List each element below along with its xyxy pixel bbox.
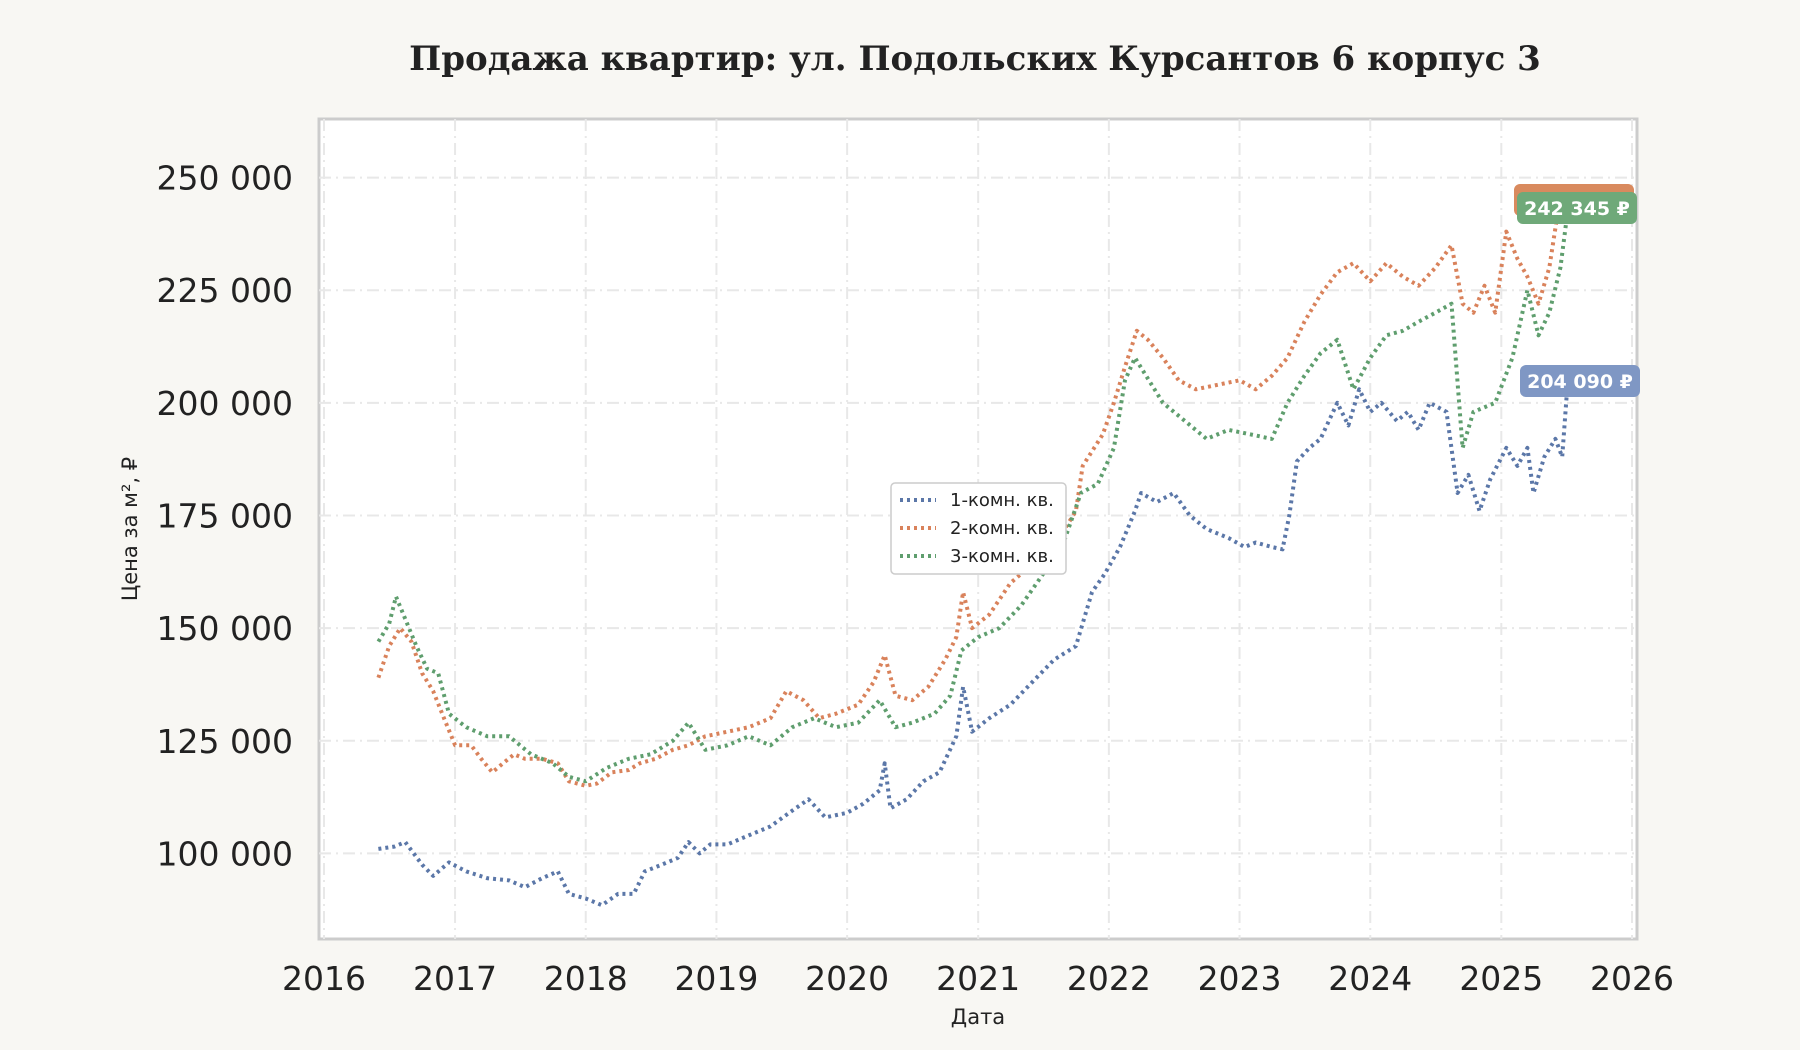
end-label-value: 242 345 ₽	[1524, 198, 1630, 220]
series-line-2br	[376, 193, 1569, 788]
legend-label: 3-комн. кв.	[950, 546, 1054, 567]
x-axis-label: Дата	[951, 1005, 1005, 1029]
y-tick-label: 150 000	[157, 609, 293, 648]
end-label-box	[1517, 192, 1637, 224]
x-tick-label: 2024	[1328, 959, 1412, 998]
x-tick-label: 2020	[805, 959, 889, 998]
y-tick-label: 200 000	[157, 384, 293, 423]
legend-box	[890, 482, 1067, 575]
legend: 1-комн. кв. 2-комн. кв. 3-комн. кв.	[890, 482, 1067, 575]
series-line-1br	[378, 384, 1570, 908]
y-tick-label: 100 000	[157, 834, 293, 873]
end-label-layer: 204 090 ₽244 830 ₽242 345 ₽	[1514, 184, 1640, 397]
x-tick-label: 2017	[413, 959, 497, 998]
end-label-box	[1520, 365, 1640, 397]
legend-label: 2-комн. кв.	[950, 518, 1054, 539]
legend-label: 1-комн. кв.	[950, 490, 1054, 511]
grid-layer	[319, 119, 1637, 939]
end-label-3br: 242 345 ₽	[1517, 192, 1637, 224]
x-tick-label: 2018	[544, 959, 628, 998]
x-tick-label: 2021	[936, 959, 1020, 998]
y-axis-label: Цена за м², ₽	[118, 457, 142, 601]
x-tick-label: 2019	[674, 959, 758, 998]
series-line-3br	[376, 211, 1570, 784]
y-tick-label: 250 000	[157, 159, 293, 198]
y-tick-label: 175 000	[157, 496, 293, 535]
x-tick-label: 2026	[1590, 959, 1674, 998]
tick-layer: 2016 2017 2018 2019 2020 2021 2022 2023 2024 2025…	[157, 159, 1674, 998]
x-tick-label: 2016	[282, 959, 366, 998]
chart-title: Продажа квартир: ул. Подольских Курсанто…	[409, 39, 1541, 79]
x-tick-label: 2022	[1067, 959, 1151, 998]
y-tick-label: 125 000	[157, 722, 293, 761]
y-tick-label: 225 000	[157, 271, 293, 310]
x-tick-label: 2025	[1459, 959, 1543, 998]
x-tick-label: 2023	[1198, 959, 1282, 998]
end-label-1br: 204 090 ₽	[1520, 365, 1640, 397]
end-label-value: 204 090 ₽	[1527, 371, 1633, 393]
series-layer	[376, 193, 1570, 908]
